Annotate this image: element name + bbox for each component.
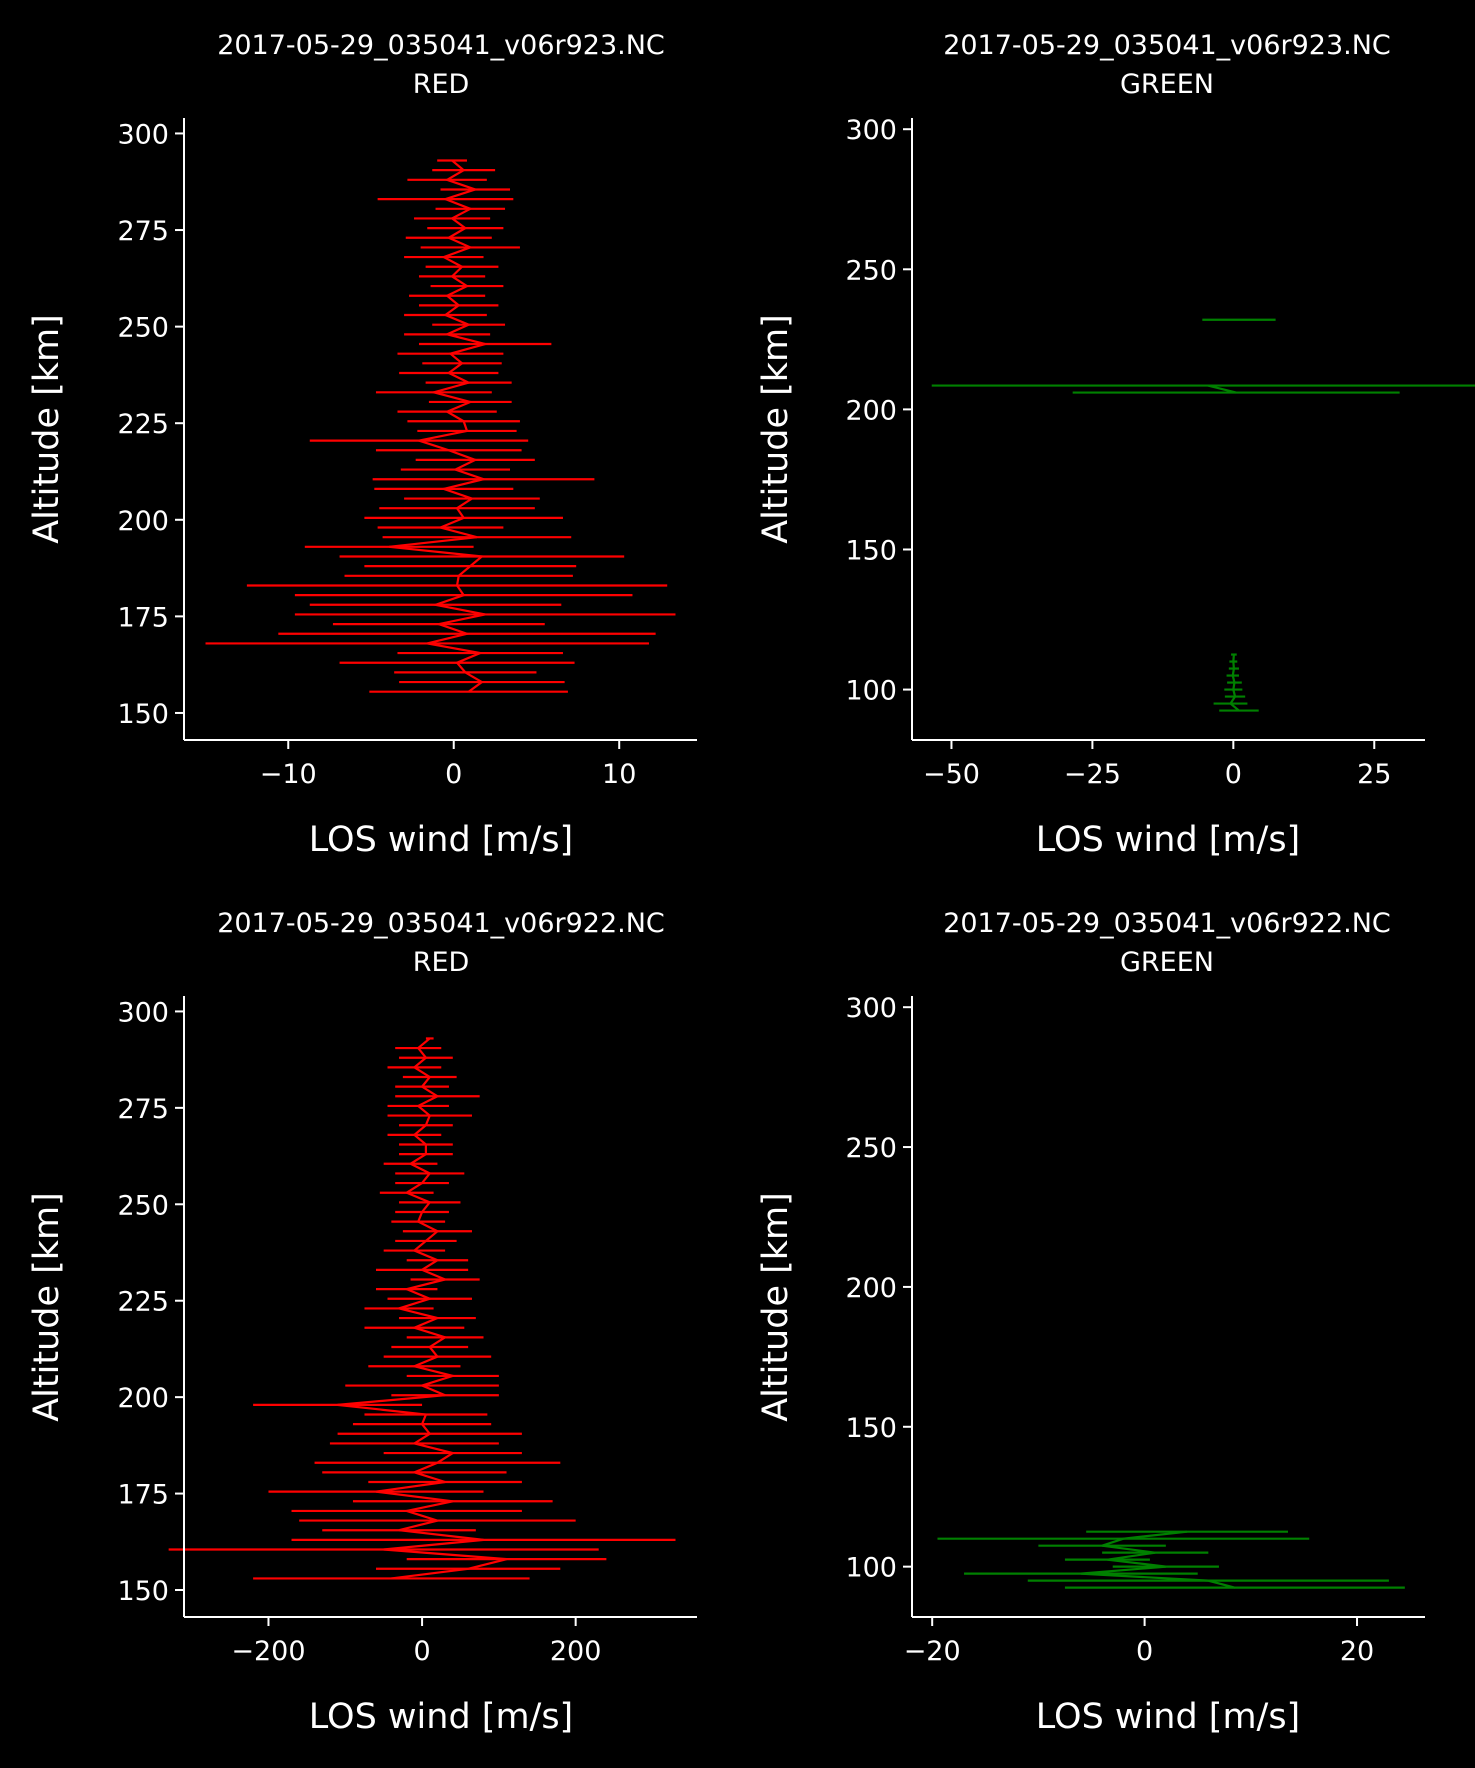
y-tick-label: 225 [117, 1287, 169, 1318]
y-tick-label: 200 [845, 1273, 897, 1304]
y-tick-label: 250 [845, 255, 897, 286]
y-tick-label: 100 [845, 676, 897, 707]
x-tick-label: −50 [923, 759, 980, 790]
x-ticks: −50 −25 0 25 [923, 740, 1391, 790]
x-tick-label: 0 [413, 1636, 430, 1667]
y-tick-label: 300 [845, 993, 897, 1024]
x-tick-label: 200 [550, 1636, 602, 1667]
y-tick-label: 200 [117, 506, 169, 537]
y-tick-label: 150 [845, 1413, 897, 1444]
panel-subtitle: RED [413, 69, 470, 100]
wind-profile-line [337, 1037, 507, 1580]
y-ticks: 150 175 200 225 250 275 300 [117, 119, 184, 730]
y-ticks: 150 175 200 225 250 275 300 [117, 997, 184, 1607]
y-axis-label: Altitude [km] [27, 314, 67, 544]
y-tick-label: 250 [845, 1133, 897, 1164]
plot-area [168, 1037, 676, 1580]
y-tick-label: 250 [117, 1190, 169, 1221]
x-axis-label: LOS wind [m/s] [1036, 1697, 1300, 1737]
x-tick-label: 25 [1357, 759, 1391, 790]
plot-area [937, 1530, 1405, 1589]
panel-subtitle: RED [413, 947, 470, 978]
y-tick-label: 175 [117, 602, 169, 633]
panel-red-v06r922: 2017-05-29_035041_v06r922.NC RED −200 0 20… [27, 908, 697, 1737]
y-tick-label: 100 [845, 1553, 897, 1584]
plot-area [931, 318, 1475, 712]
y-tick-label: 275 [117, 1094, 169, 1125]
x-axis-label: LOS wind [m/s] [309, 1697, 573, 1737]
y-tick-label: 200 [117, 1383, 169, 1414]
y-tick-label: 150 [845, 535, 897, 566]
y-tick-label: 300 [117, 997, 169, 1028]
x-tick-label: 0 [1136, 1636, 1153, 1667]
panel-title: 2017-05-29_035041_v06r922.NC [217, 908, 665, 939]
x-ticks: −10 0 10 [260, 740, 636, 790]
y-ticks: 100 150 200 250 300 [845, 993, 912, 1584]
y-tick-label: 150 [117, 1576, 169, 1607]
wind-profile-line [389, 159, 490, 693]
x-tick-label: 10 [602, 759, 636, 790]
x-tick-label: −200 [231, 1636, 305, 1667]
panel-title: 2017-05-29_035041_v06r923.NC [217, 30, 665, 61]
x-ticks: −200 0 200 [231, 1617, 601, 1667]
x-ticks: −20 0 20 [904, 1617, 1374, 1667]
y-axis-label: Altitude [km] [756, 314, 796, 544]
y-tick-label: 300 [117, 119, 169, 150]
y-tick-label: 200 [845, 395, 897, 426]
y-tick-label: 175 [117, 1480, 169, 1511]
x-tick-label: −25 [1064, 759, 1121, 790]
x-tick-label: −20 [904, 1636, 961, 1667]
x-tick-label: 20 [1340, 1636, 1374, 1667]
panel-green-v06r923: 2017-05-29_035041_v06r923.NC GREEN −50 −2… [756, 30, 1475, 860]
y-tick-label: 225 [117, 409, 169, 440]
panel-subtitle: GREEN [1120, 69, 1214, 100]
plot-area [205, 159, 676, 693]
y-tick-label: 150 [117, 699, 169, 730]
y-tick-label: 275 [117, 216, 169, 247]
wind-profile-line [1207, 384, 1237, 394]
y-tick-label: 300 [845, 115, 897, 146]
panel-title: 2017-05-29_035041_v06r922.NC [943, 908, 1391, 939]
y-axis-label: Altitude [km] [27, 1192, 67, 1422]
y-tick-label: 250 [117, 313, 169, 344]
panel-green-v06r922: 2017-05-29_035041_v06r922.NC GREEN −20 0 2… [756, 908, 1425, 1737]
x-tick-label: 0 [445, 759, 462, 790]
wind-profile-line [1229, 654, 1240, 712]
x-tick-label: −10 [260, 759, 317, 790]
y-ticks: 100 150 200 250 300 [845, 115, 912, 707]
x-tick-label: 0 [1225, 759, 1242, 790]
panel-subtitle: GREEN [1120, 947, 1214, 978]
panel-red-v06r923: 2017-05-29_035041_v06r923.NC RED −10 0 10 … [27, 30, 697, 860]
x-axis-label: LOS wind [m/s] [309, 820, 573, 860]
y-axis-label: Altitude [km] [756, 1192, 796, 1422]
panel-title: 2017-05-29_035041_v06r923.NC [943, 30, 1391, 61]
x-axis-label: LOS wind [m/s] [1036, 820, 1300, 860]
wind-profile-line [1080, 1530, 1236, 1589]
